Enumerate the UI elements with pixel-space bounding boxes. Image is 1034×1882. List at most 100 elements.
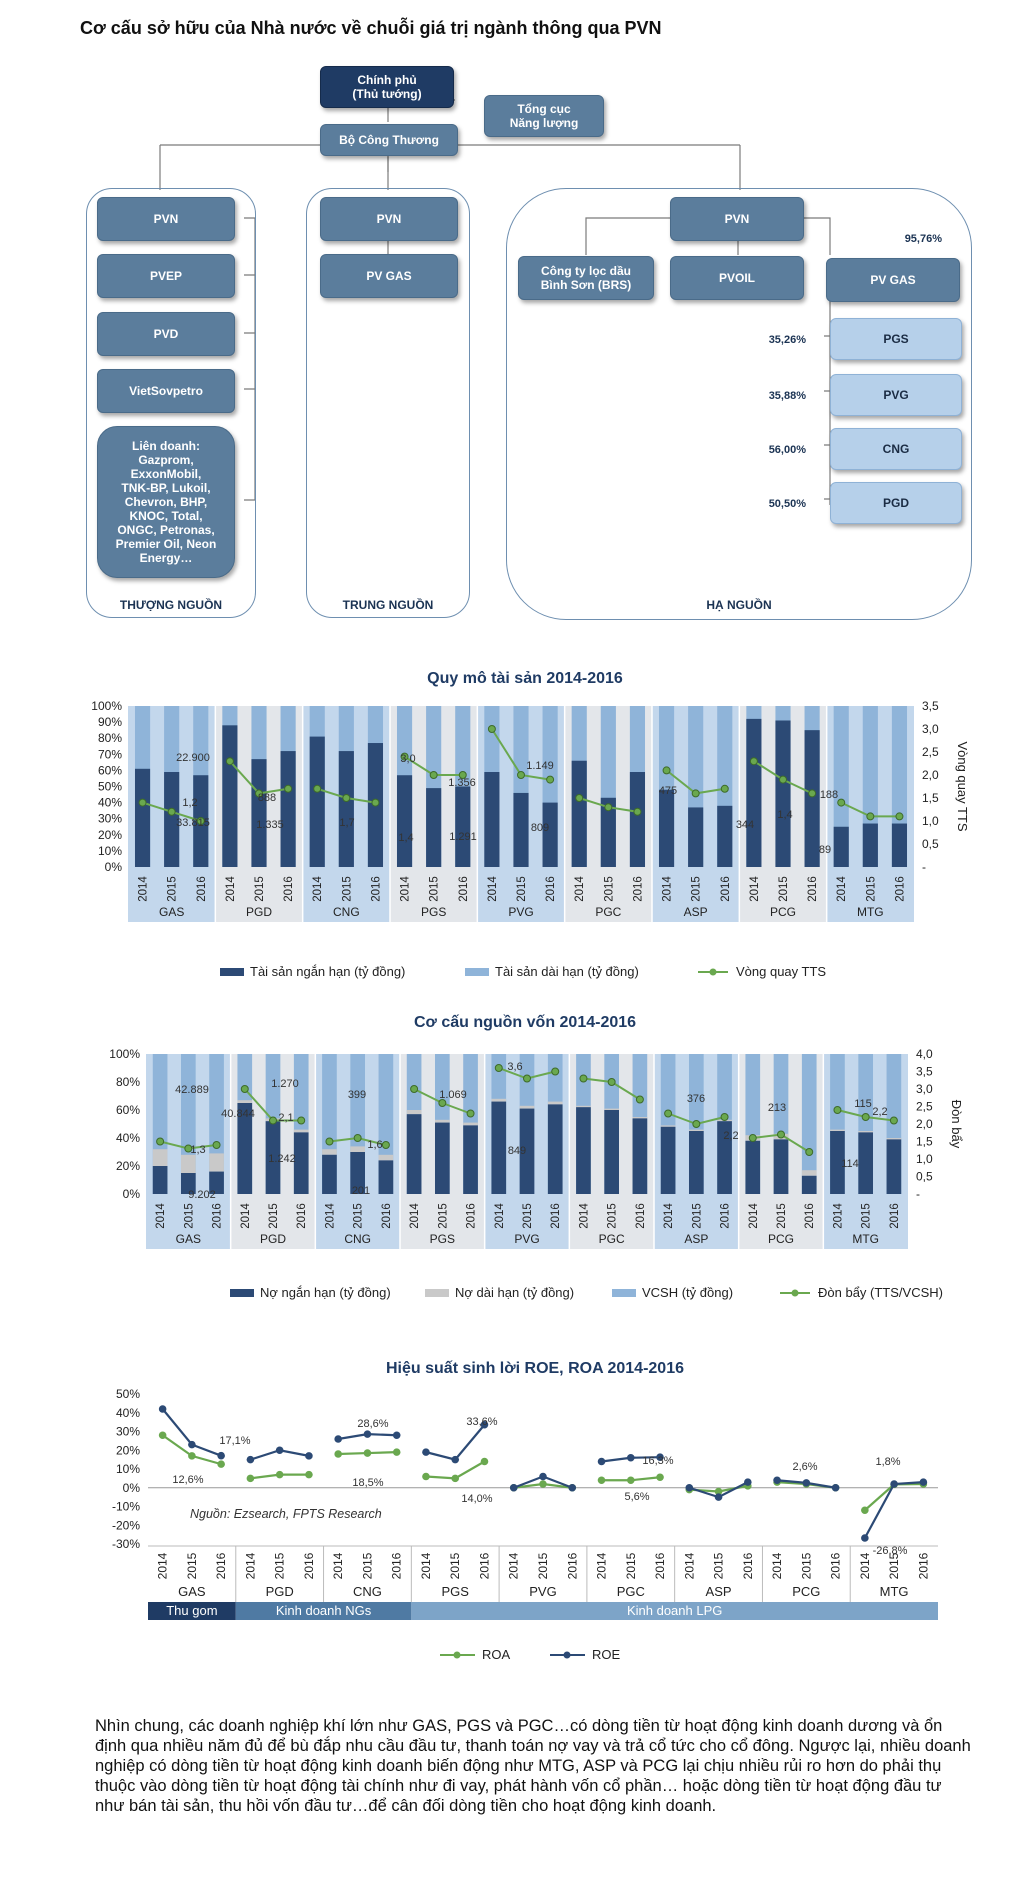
asset-ytick-right: 0,5 — [922, 837, 939, 851]
capital-bar-mid — [604, 1108, 620, 1110]
asset-year-label: 2016 — [720, 876, 732, 902]
roe-year-label: 2015 — [273, 1552, 287, 1579]
upstream-pvep-node: PVEP — [97, 254, 235, 298]
roe-point-roa — [246, 1474, 255, 1483]
asset-ytick-left: 30% — [98, 812, 122, 826]
capital-bar-bottom — [632, 1118, 648, 1194]
roe-point-roa — [597, 1476, 606, 1485]
capital-bar-mid — [801, 1170, 817, 1176]
roe-group-label: ASP — [706, 1584, 732, 1599]
capital-line-point — [777, 1130, 785, 1139]
capital-bar-bottom — [491, 1101, 507, 1194]
capital-group-label: PGD — [260, 1232, 286, 1246]
capital-bar-mid — [322, 1149, 337, 1155]
roe-roa-chart-title: Hiệu suất sinh lời ROE, ROA 2014-2016 — [386, 1360, 684, 1377]
roe-point-roa — [305, 1470, 313, 1479]
roe-point-roa — [334, 1450, 342, 1458]
asset-line-point — [458, 771, 467, 779]
capital-line-point — [607, 1078, 616, 1086]
asset-year-label: 2016 — [807, 876, 819, 902]
roe-point-roe — [890, 1480, 898, 1488]
roe-ytick: 40% — [116, 1406, 140, 1420]
asset-bar-bottom — [688, 807, 704, 867]
roe-year-label: 2015 — [624, 1552, 638, 1579]
capital-bar-bottom — [576, 1107, 591, 1194]
roe-point-roa — [539, 1480, 547, 1488]
capital-ytick-left: 0% — [123, 1187, 141, 1201]
capital-bar-bottom — [237, 1103, 253, 1194]
asset-line-point — [167, 807, 176, 816]
capital-year-label: 2015 — [353, 1203, 365, 1229]
pgs-pct: 35,26% — [768, 334, 806, 346]
capital-annotation: 3,6 — [507, 1061, 522, 1073]
capital-year-label: 2015 — [861, 1203, 873, 1229]
asset-line-point — [342, 794, 351, 802]
asset-bar-bottom — [280, 751, 296, 867]
asset-ytick-right: 1,0 — [922, 814, 939, 828]
asset-ytick-right: - — [922, 860, 926, 874]
capital-year-label: 2016 — [720, 1203, 732, 1229]
asset-ytick-left: 80% — [98, 731, 122, 745]
asset-legend-label: Tài sản ngắn hạn (tỷ đồng) — [250, 964, 405, 979]
roe-roa-chart-svg: 50% 40% 30% 20% 10% 0% -10% -20% -30% GAS PGD CNG PG… — [112, 1387, 938, 1662]
asset-year-label: 2014 — [574, 876, 586, 902]
capital-line-point — [861, 1113, 870, 1121]
capital-bar-mid — [660, 1125, 676, 1127]
asset-annotation: 809 — [531, 822, 549, 834]
capital-bar-bottom — [858, 1132, 874, 1194]
capital-year-label: 2015 — [183, 1203, 195, 1229]
roe-point-roe — [363, 1430, 372, 1438]
capital-year-label: 2016 — [296, 1203, 308, 1229]
capital-line-point — [297, 1116, 306, 1125]
roe-point-roa — [861, 1506, 869, 1515]
roe-group-label: PVG — [529, 1584, 556, 1599]
asset-bar-bottom — [862, 823, 878, 867]
roe-line-roe — [161, 1408, 222, 1457]
asset-year-label: 2016 — [370, 876, 382, 902]
roe-point-roe — [626, 1453, 635, 1462]
capital-legend-marker — [791, 1289, 799, 1297]
capital-annotation: 376 — [687, 1093, 705, 1105]
capital-legend-label: VCSH (tỷ đồng) — [642, 1285, 733, 1300]
asset-ytick-left: 20% — [98, 828, 122, 842]
roe-legend-label: ROA — [482, 1647, 511, 1662]
asset-line-point — [138, 798, 147, 807]
asset-legend-label: Tài sản dài hạn (tỷ đồng) — [495, 964, 639, 979]
roe-point-roa — [188, 1452, 196, 1460]
asset-line-point — [633, 807, 642, 816]
asset-ytick-right: 3,0 — [922, 722, 939, 736]
capital-ytick-right: 4,0 — [916, 1047, 933, 1061]
capital-line-point — [466, 1109, 475, 1118]
capital-annotation: 114 — [841, 1158, 859, 1170]
roe-point-roe — [158, 1405, 167, 1413]
capital-year-label: 2015 — [776, 1203, 788, 1229]
capital-year-label: 2016 — [804, 1203, 816, 1229]
asset-year-label: 2014 — [138, 876, 150, 902]
roe-year-label: 2016 — [829, 1552, 843, 1579]
asset-line-point — [808, 789, 817, 798]
asset-line-point — [604, 803, 613, 812]
roe-year-label: 2014 — [156, 1552, 170, 1579]
roe-year-label: 2016 — [390, 1552, 404, 1579]
capital-group-label: MTG — [852, 1232, 879, 1246]
roe-annotation: 14,0% — [461, 1493, 492, 1505]
asset-line-point — [837, 798, 846, 807]
capital-ytick-right: 3,5 — [916, 1065, 933, 1079]
upstream-vietsovpetro-node: VietSovpetro — [97, 369, 235, 413]
asset-line-point — [749, 757, 758, 766]
capital-annotation: 2,2 — [723, 1130, 738, 1142]
roe-group-label: CNG — [353, 1584, 382, 1599]
pgd-pct: 50,50% — [768, 498, 806, 510]
asset-bar-bottom — [629, 772, 646, 867]
asset-ytick-right: 1,5 — [922, 791, 939, 805]
asset-group-label: PGC — [595, 905, 621, 919]
roe-point-roe — [919, 1478, 928, 1486]
midstream-label: TRUNG NGUỒN — [342, 598, 434, 612]
capital-annotation: 201 — [352, 1185, 370, 1197]
capital-ytick-left: 20% — [116, 1159, 140, 1173]
asset-year-label: 2014 — [312, 876, 324, 902]
asset-chart: Quy mô tài sản 2014-2016 GAS PGD CNG PGS PVG… — [80, 666, 970, 996]
midstream-pvn-node: PVN — [320, 197, 458, 241]
capital-bar-bottom — [180, 1173, 196, 1194]
roe-point-roa — [656, 1473, 664, 1482]
